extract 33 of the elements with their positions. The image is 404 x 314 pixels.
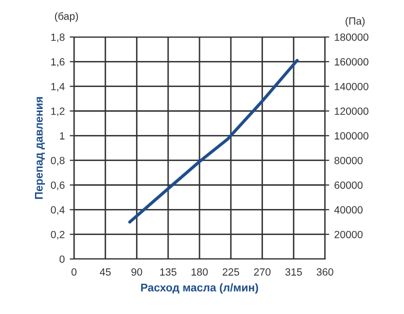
x-tick-label: 315 bbox=[285, 268, 302, 276]
x-tick-label: 45 bbox=[100, 268, 111, 276]
y-tick-label: 0,8 bbox=[50, 156, 65, 166]
text: (бар) bbox=[54, 12, 78, 22]
y-tick-label: 0,2 bbox=[50, 230, 64, 240]
y-tick-label: 0 bbox=[60, 256, 65, 263]
y-axis-title: Перепад давления bbox=[34, 97, 45, 199]
y-tick-label: 1,6 bbox=[51, 58, 65, 67]
x-axis-title: Расход масла (л/мин) bbox=[141, 283, 258, 294]
x-tick-label: 225 bbox=[222, 268, 240, 276]
y2-tick-label: 180000 bbox=[334, 34, 368, 41]
y2-tick-label: 140000 bbox=[334, 82, 368, 90]
x-tick-label: 180 bbox=[192, 268, 208, 276]
y2-tick-label: 100000 bbox=[334, 132, 368, 140]
x-tick-label: 270 bbox=[254, 268, 271, 276]
y-tick-label: 1,8 bbox=[51, 34, 65, 42]
y-tick-label: 0,4 bbox=[50, 206, 65, 215]
x-tick-label: 360 bbox=[316, 268, 334, 276]
x-tick-label: 135 bbox=[160, 268, 176, 276]
x-tick-label: 90 bbox=[131, 268, 142, 276]
y2-tick-label: 20000 bbox=[334, 230, 363, 238]
y-tick-label: 1,4 bbox=[51, 82, 65, 92]
y2-tick-label: 40000 bbox=[334, 206, 363, 214]
y2-tick-label: 160000 bbox=[334, 58, 368, 66]
line-series bbox=[128, 58, 299, 224]
y2-tick-label: 60000 bbox=[334, 182, 363, 189]
y2-tick-label: 120000 bbox=[334, 108, 368, 115]
y2-axis-title: (Па) bbox=[346, 17, 365, 27]
y-tick-label: 1 bbox=[60, 132, 64, 140]
y-tick-label: 1,2 bbox=[51, 108, 64, 116]
y-tick-label: 0,6 bbox=[50, 182, 65, 190]
x-tick-label: 0 bbox=[72, 268, 76, 276]
y2-tick-label: 80000 bbox=[334, 156, 363, 164]
